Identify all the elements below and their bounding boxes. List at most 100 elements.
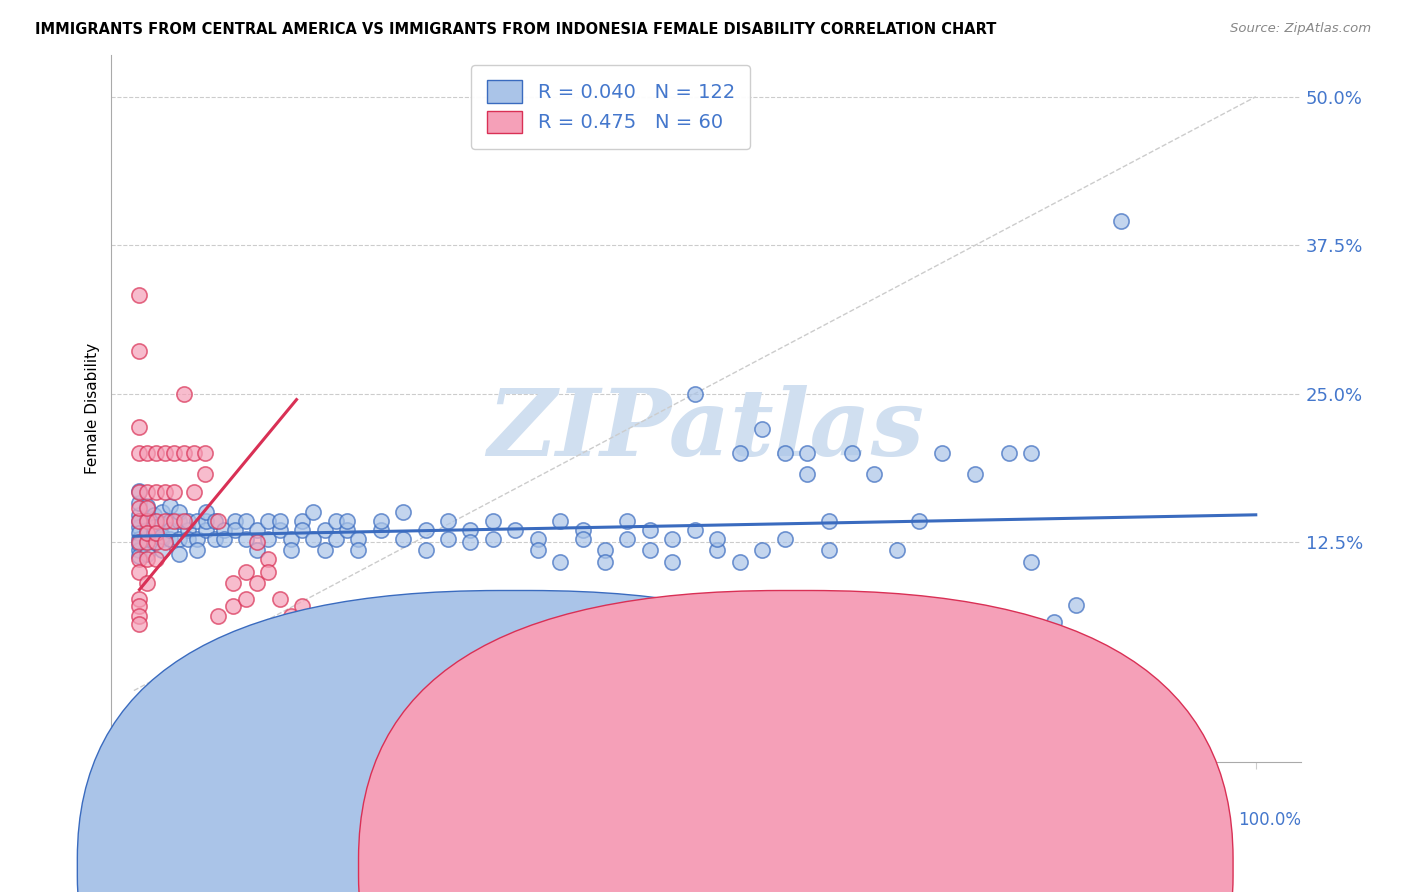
Point: [415, 543, 437, 558]
Point: [207, 608, 229, 623]
Point: [163, 514, 186, 528]
Point: [177, 532, 200, 546]
Point: [482, 532, 505, 546]
Point: [159, 514, 181, 528]
Point: [128, 565, 150, 579]
Point: [143, 514, 166, 528]
Point: [280, 532, 302, 546]
Point: [145, 485, 167, 500]
Point: [302, 532, 325, 546]
Text: Immigrants from Central America: Immigrants from Central America: [538, 860, 796, 874]
Text: IMMIGRANTS FROM CENTRAL AMERICA VS IMMIGRANTS FROM INDONESIA FEMALE DISABILITY C: IMMIGRANTS FROM CENTRAL AMERICA VS IMMIG…: [35, 22, 997, 37]
Point: [1064, 598, 1087, 612]
Point: [1109, 214, 1132, 228]
Text: Immigrants from Indonesia: Immigrants from Indonesia: [820, 860, 1026, 874]
Point: [155, 485, 177, 500]
Point: [128, 484, 150, 499]
Point: [136, 511, 159, 525]
Point: [841, 446, 863, 460]
Point: [257, 551, 280, 566]
Point: [145, 525, 167, 540]
Point: [136, 446, 159, 460]
Point: [908, 514, 931, 528]
Y-axis label: Female Disability: Female Disability: [86, 343, 100, 474]
Point: [683, 386, 706, 401]
Point: [280, 608, 302, 623]
Point: [128, 343, 150, 358]
Point: [221, 599, 243, 614]
Point: [593, 543, 616, 558]
Point: [638, 543, 661, 558]
Point: [173, 446, 195, 460]
Point: [460, 535, 482, 549]
Point: [128, 617, 150, 632]
Point: [291, 599, 314, 614]
Text: ZIPatlas: ZIPatlas: [488, 384, 925, 475]
Point: [194, 505, 217, 519]
Point: [177, 523, 200, 537]
Point: [136, 514, 159, 528]
Legend: R = 0.040   N = 122, R = 0.475   N = 60: R = 0.040 N = 122, R = 0.475 N = 60: [471, 65, 751, 149]
Point: [173, 514, 195, 528]
Point: [548, 555, 571, 569]
Point: [186, 532, 208, 546]
Point: [235, 592, 257, 607]
Point: [136, 547, 159, 561]
Point: [706, 532, 728, 546]
Point: [145, 514, 167, 528]
Point: [728, 555, 751, 569]
Point: [173, 386, 195, 401]
Point: [155, 446, 177, 460]
Point: [128, 535, 150, 549]
Point: [186, 543, 208, 558]
Text: 100.0%: 100.0%: [1237, 812, 1301, 830]
Point: [145, 535, 167, 549]
Point: [1043, 615, 1066, 629]
Point: [235, 532, 257, 546]
Point: [193, 446, 215, 460]
Point: [128, 592, 150, 607]
Point: [998, 446, 1021, 460]
Point: [302, 505, 325, 519]
Point: [370, 514, 392, 528]
Point: [143, 519, 166, 533]
Point: [163, 446, 186, 460]
Point: [482, 514, 505, 528]
Point: [616, 532, 638, 546]
Point: [167, 547, 190, 561]
Point: [128, 485, 150, 500]
Point: [167, 505, 190, 519]
Point: [548, 514, 571, 528]
Point: [207, 514, 229, 528]
Point: [235, 565, 257, 579]
Point: [221, 575, 243, 590]
Point: [177, 514, 200, 528]
Point: [246, 575, 269, 590]
Point: [526, 532, 548, 546]
Point: [661, 532, 683, 546]
Point: [128, 420, 150, 434]
Point: [437, 514, 460, 528]
Point: [136, 535, 159, 549]
Point: [128, 551, 150, 566]
Point: [571, 523, 593, 537]
Point: [638, 523, 661, 537]
Point: [145, 551, 167, 566]
Point: [136, 525, 159, 540]
Point: [163, 485, 186, 500]
Point: [661, 555, 683, 569]
Point: [128, 549, 150, 564]
Point: [128, 519, 150, 533]
Point: [136, 500, 159, 514]
Point: [392, 532, 415, 546]
Point: [706, 543, 728, 558]
Point: [336, 523, 359, 537]
Point: [347, 543, 370, 558]
Text: Source: ZipAtlas.com: Source: ZipAtlas.com: [1230, 22, 1371, 36]
Point: [235, 514, 257, 528]
Point: [593, 555, 616, 569]
Point: [796, 467, 818, 482]
Point: [886, 543, 908, 558]
Point: [136, 500, 159, 515]
Point: [280, 543, 302, 558]
